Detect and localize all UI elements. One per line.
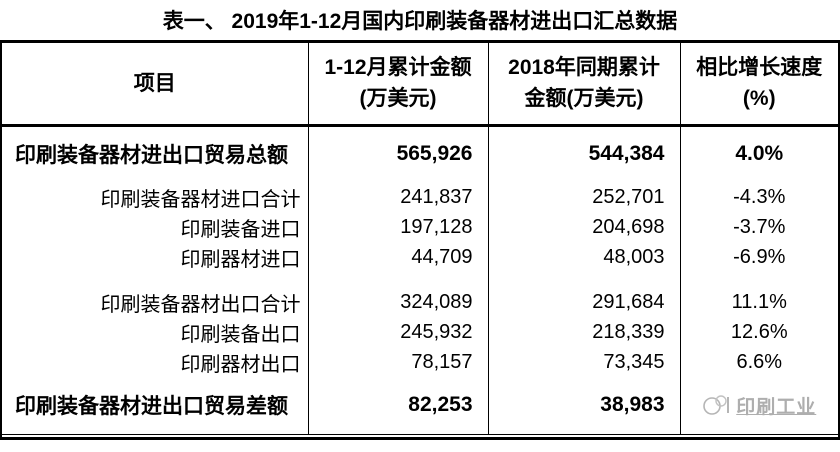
row-label: 印刷装备器材进出口贸易总额	[15, 144, 288, 168]
growth-rate: -4.3%	[679, 182, 838, 212]
header-growth-line1: 相比增长速度	[696, 55, 823, 79]
amount-2018: 73,345	[487, 347, 680, 377]
table-row-total-trade: 印刷装备器材进出口贸易总额 565,926 544,384 4.0%	[2, 125, 838, 182]
row-label: 印刷器材出口	[180, 353, 301, 376]
row-label: 印刷装备器材进出口贸易差额	[2, 377, 308, 435]
header-growth: 相比增长速度 (%)	[679, 43, 838, 127]
header-row: 项目 1-12月累计金额 (万美元) 2018年同期累计 金额(万美元) 相比增…	[2, 43, 838, 127]
summary-table: 项目 1-12月累计金额 (万美元) 2018年同期累计 金额(万美元) 相比增…	[2, 43, 838, 435]
table-row-export-total: 印刷装备器材出口合计 324,089 291,684 11.1%	[2, 272, 838, 317]
amount-2019: 44,709	[307, 242, 488, 272]
growth-rate: -6.9%	[679, 242, 838, 272]
row-label: 印刷装备器材进口合计	[100, 188, 301, 211]
table-row-equipment-import: 印刷装备进口 197,128 204,698 -3.7%	[2, 212, 838, 242]
table-row-trade-balance: 印刷装备器材进出口贸易差额 82,253 38,983 印刷工业	[2, 377, 839, 435]
header-2018-line2: 金额(万美元)	[524, 87, 644, 111]
header-growth-line2: (%)	[742, 87, 776, 111]
table-row-materials-import: 印刷器材进口 44,709 48,003 -6.9%	[2, 242, 838, 272]
growth-rate: 11.1%	[679, 272, 838, 317]
amount-2019: 245,932	[307, 317, 488, 347]
table-frame: 项目 1-12月累计金额 (万美元) 2018年同期累计 金额(万美元) 相比增…	[0, 43, 840, 440]
amount-2019: 324,089	[307, 272, 488, 317]
amount-2018: 204,698	[487, 212, 680, 242]
amount-2019: 197,128	[307, 212, 488, 242]
watermark-text: 印刷工业	[736, 396, 817, 418]
amount-2018: 544,384	[487, 125, 680, 182]
growth-rate: 4.0%	[679, 125, 838, 182]
row-label: 印刷装备出口	[180, 323, 301, 346]
header-2019-amount: 1-12月累计金额 (万美元)	[307, 43, 488, 127]
watermark-logo-icon	[703, 395, 730, 416]
watermark-cell: 印刷工业	[679, 377, 839, 435]
amount-2018: 48,003	[487, 242, 680, 272]
header-2019-line2: (万美元)	[359, 87, 437, 111]
amount-2018: 38,983	[487, 377, 680, 435]
table-row-import-total: 印刷装备器材进口合计 241,837 252,701 -4.3%	[2, 182, 838, 212]
amount-2019: 78,157	[307, 347, 488, 377]
amount-2019: 241,837	[307, 182, 488, 212]
header-2018-line1: 2018年同期累计	[508, 55, 660, 79]
table-row-materials-export: 印刷器材出口 78,157 73,345 6.6%	[2, 347, 838, 377]
amount-2018: 218,339	[487, 317, 680, 347]
growth-rate: 6.6%	[679, 347, 838, 377]
amount-2018: 291,684	[487, 272, 680, 317]
header-item: 项目	[2, 43, 308, 127]
amount-2018: 252,701	[487, 182, 680, 212]
growth-rate: -3.7%	[679, 212, 838, 242]
amount-2019: 82,253	[307, 377, 488, 435]
header-2018-amount: 2018年同期累计 金额(万美元)	[487, 43, 680, 127]
table-row-equipment-export: 印刷装备出口 245,932 218,339 12.6%	[2, 317, 838, 347]
row-label: 印刷装备进口	[180, 218, 301, 241]
header-2019-line1: 1-12月累计金额	[324, 55, 472, 79]
row-label: 印刷器材进口	[180, 248, 301, 271]
table-title: 表一、 2019年1-12月国内印刷装备器材进出口汇总数据	[0, 0, 840, 43]
watermark: 印刷工业	[681, 392, 839, 419]
amount-2019: 565,926	[307, 125, 488, 182]
growth-rate: 12.6%	[679, 317, 838, 347]
row-label: 印刷装备器材出口合计	[100, 294, 301, 316]
